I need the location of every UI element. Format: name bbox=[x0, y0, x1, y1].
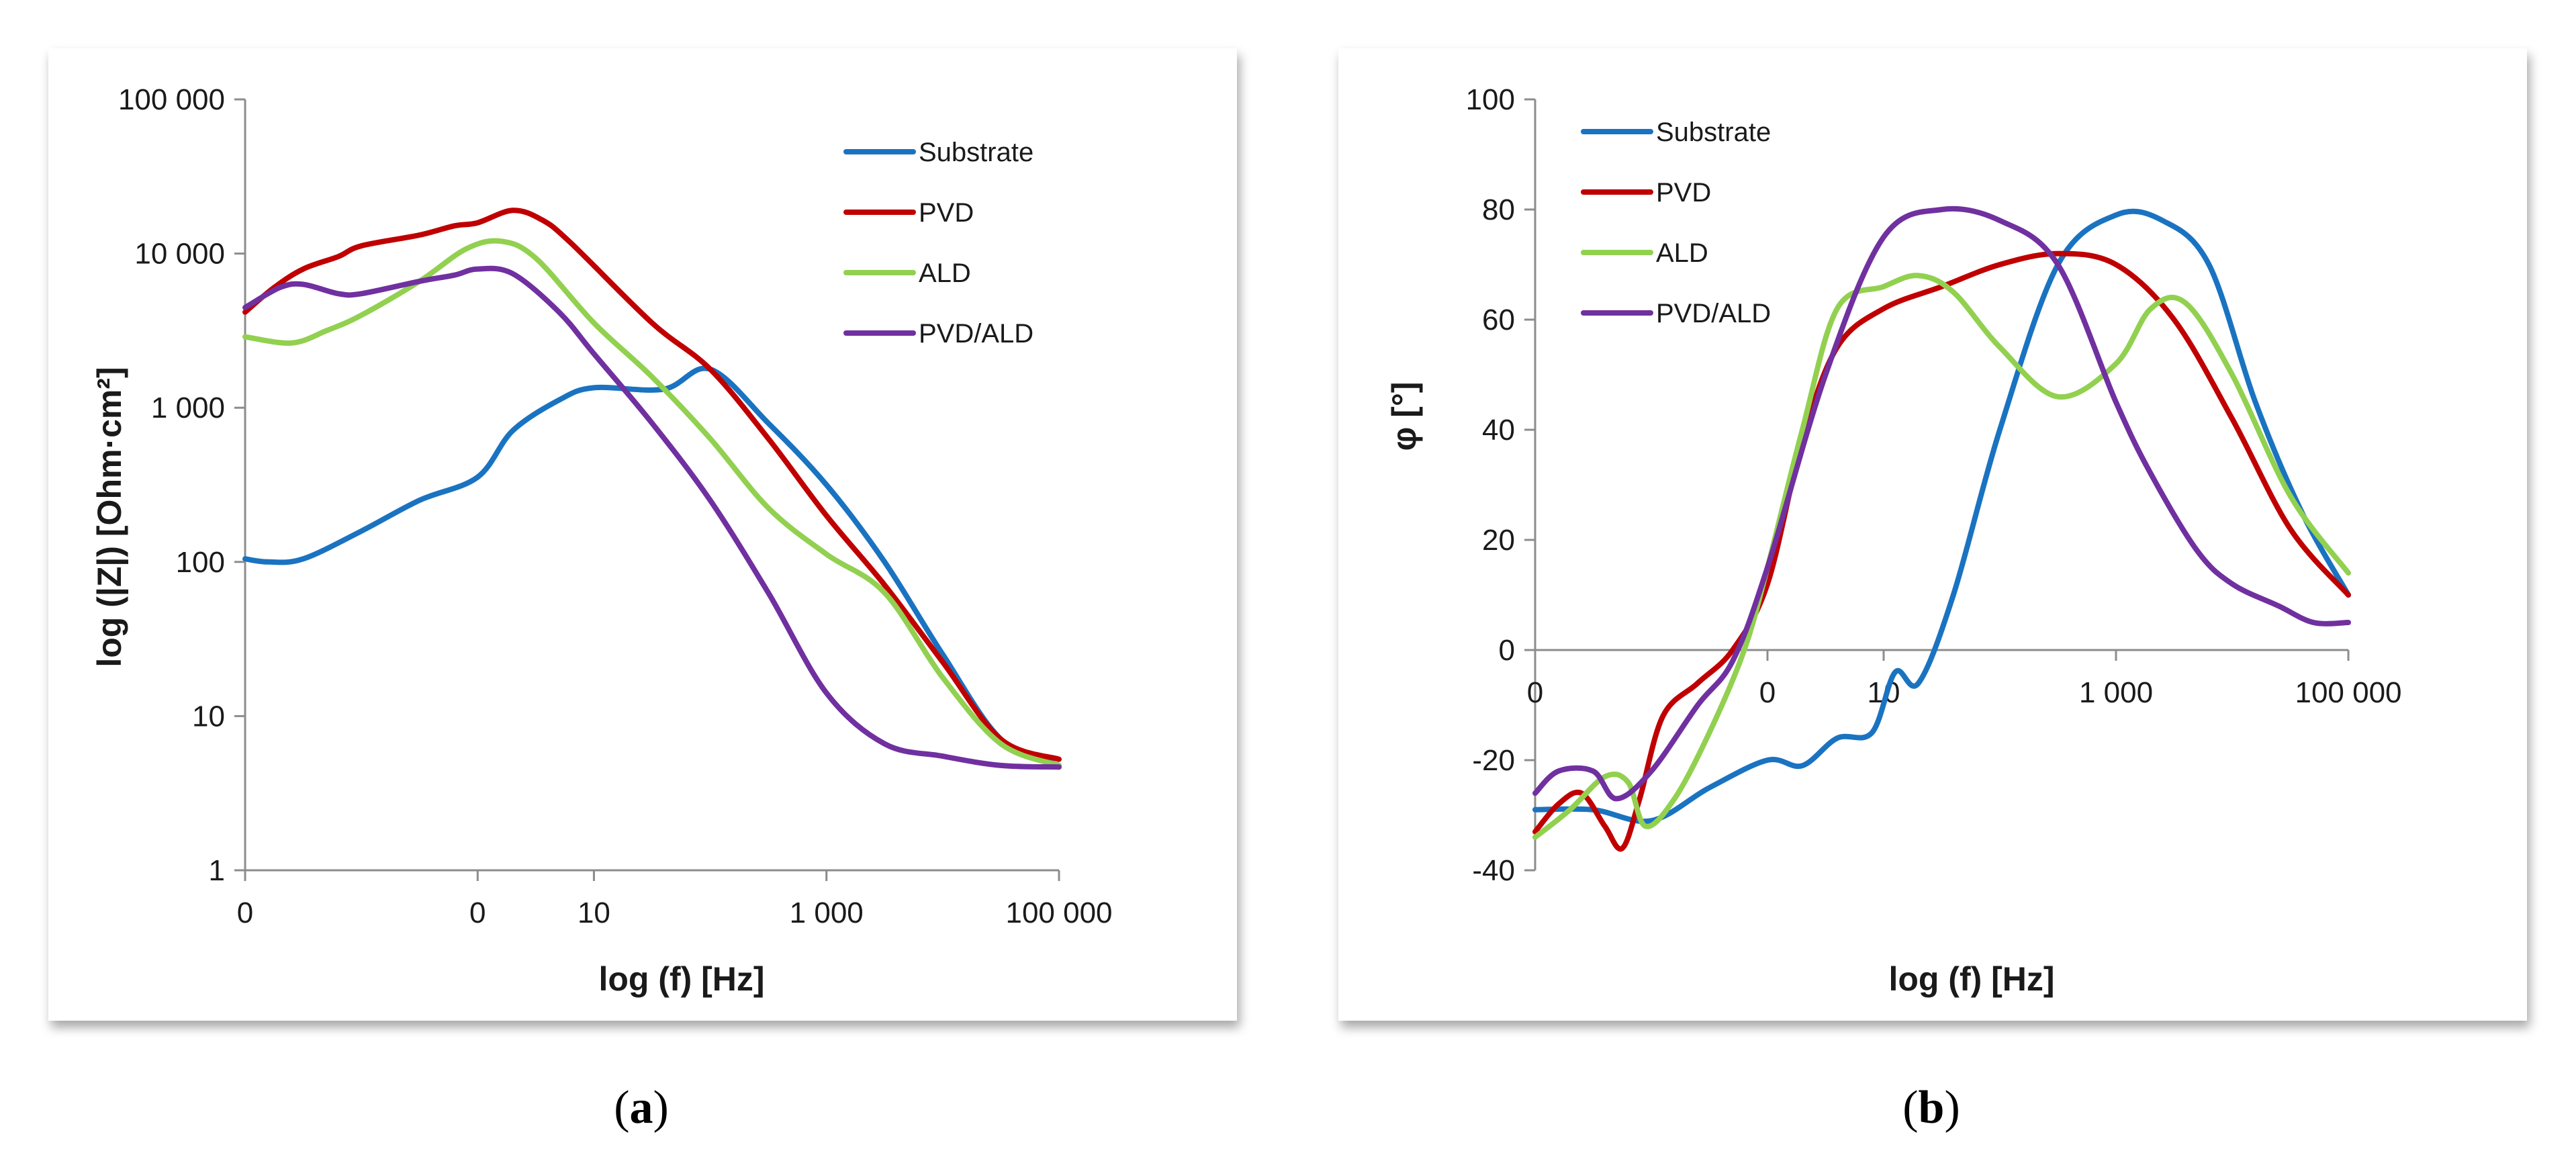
chart-a-y-tick-label: 10 000 bbox=[134, 238, 225, 271]
chart-b-x-tick-label: 0 bbox=[1759, 676, 1776, 709]
chart-b-x-tick-label: 100 000 bbox=[2295, 676, 2401, 709]
panel-a: 1 10 100 1 000 10 000 100 000 0 0 10 1 000 100 000… bbox=[48, 48, 1237, 1021]
chart-a-legend: Substrate PVD ALD PVD/ALD bbox=[843, 138, 1033, 349]
chart-b-ylabel: φ [°] bbox=[1385, 382, 1423, 451]
chart-b-y-tick-label: 80 bbox=[1482, 193, 1515, 226]
chart-a-legend-label-pvd: PVD bbox=[919, 198, 974, 228]
chart-a-ylabel: log (|Z|) [Ohm·cm²] bbox=[91, 367, 129, 667]
chart-a-x-tick-label: 1 000 bbox=[790, 896, 864, 929]
chart-a-series-ald bbox=[242, 238, 1062, 768]
chart-a-y-tick-label: 1 bbox=[209, 854, 225, 887]
caption-b-letter: b bbox=[1919, 1082, 1945, 1134]
chart-a-plot: 1 10 100 1 000 10 000 100 000 0 0 10 1 000 100 000 bbox=[118, 83, 1113, 929]
chart-b-legend: Substrate PVD ALD PVD/ALD bbox=[1581, 118, 1771, 328]
panel-a-background bbox=[48, 48, 1237, 1021]
chart-a-y-tick-label: 100 bbox=[176, 546, 225, 579]
chart-a-y-tick-label: 10 bbox=[192, 700, 225, 733]
caption-a: (a) bbox=[614, 1082, 669, 1134]
panel-b-background bbox=[1338, 48, 2527, 1021]
chart-b-legend-label-substrate: Substrate bbox=[1656, 118, 1771, 147]
chart-b-y-tick-label: 0 bbox=[1499, 634, 1515, 667]
caption-a-letter: a bbox=[630, 1082, 653, 1134]
chart-b-series-substrate bbox=[1532, 208, 2351, 825]
caption-b: (b) bbox=[1902, 1082, 1960, 1134]
chart-a-x-tick-label: 0 bbox=[237, 896, 253, 929]
chart-b-series-pvd-ald bbox=[1532, 205, 2351, 802]
chart-b-x-tick-label: 1 000 bbox=[2079, 676, 2153, 709]
chart-b-y-tick-label: 20 bbox=[1482, 524, 1515, 557]
chart-a-x-tick-label: 100 000 bbox=[1005, 896, 1112, 929]
chart-a-y-tick-label: 100 000 bbox=[118, 83, 225, 116]
chart-a-series-substrate bbox=[242, 365, 1062, 768]
chart-a-series-pvd bbox=[242, 207, 1062, 762]
chart-b-y-tick-label: -40 bbox=[1472, 854, 1515, 887]
chart-b-legend-label-pvd: PVD bbox=[1656, 178, 1711, 207]
chart-a-legend-label-substrate: Substrate bbox=[919, 138, 1033, 167]
chart-a-series-pvd-ald bbox=[242, 265, 1062, 770]
chart-b-y-tick-label: 60 bbox=[1482, 304, 1515, 336]
chart-b-series-ald bbox=[1532, 273, 2351, 840]
chart-b-y-tick-label: 40 bbox=[1482, 414, 1515, 447]
chart-b-y-tick-label: -20 bbox=[1472, 744, 1515, 777]
chart-a-x-tick-label: 0 bbox=[469, 896, 486, 929]
chart-a-x-tick-label: 10 bbox=[578, 896, 610, 929]
chart-a-legend-label-ald: ALD bbox=[919, 259, 971, 288]
chart-b-y-tick-label: 100 bbox=[1466, 83, 1515, 116]
chart-b-legend-label-pvd-ald: PVD/ALD bbox=[1656, 299, 1771, 328]
chart-b-xlabel: log (f) [Hz] bbox=[1888, 960, 2054, 998]
chart-a-y-tick-label: 1 000 bbox=[151, 391, 225, 424]
chart-a-xlabel: log (f) [Hz] bbox=[598, 960, 764, 998]
chart-b-x-tick-label: 0 bbox=[1527, 676, 1543, 709]
chart-a-legend-label-pvd-ald: PVD/ALD bbox=[919, 319, 1033, 349]
chart-b-legend-label-ald: ALD bbox=[1656, 238, 1708, 268]
